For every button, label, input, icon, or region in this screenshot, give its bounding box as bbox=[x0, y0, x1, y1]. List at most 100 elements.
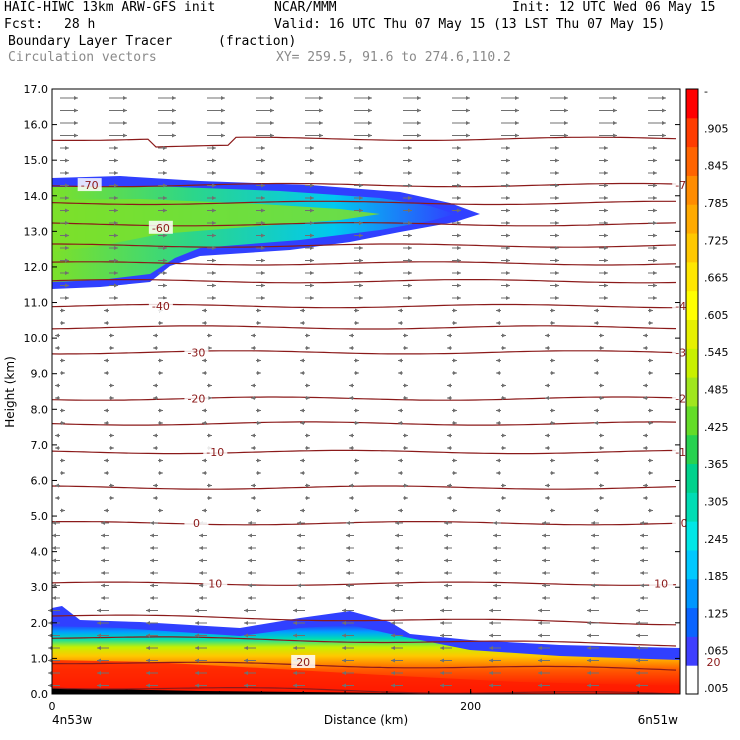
vector-arrowhead bbox=[359, 221, 363, 225]
vector-arrowhead bbox=[248, 533, 252, 538]
vector-arrowhead bbox=[404, 446, 408, 450]
vector-arrowhead bbox=[506, 246, 510, 250]
vector-arrowhead bbox=[545, 446, 549, 450]
vector-arrowhead bbox=[150, 571, 154, 575]
vector-arrowhead bbox=[61, 371, 65, 375]
vector-arrowhead bbox=[551, 508, 555, 513]
vector-arrowhead bbox=[61, 308, 65, 313]
vector-arrowhead bbox=[594, 508, 598, 513]
vector-arrowhead bbox=[417, 133, 421, 138]
x-tick-label: 0 bbox=[49, 700, 56, 713]
vector-arrowhead bbox=[555, 283, 559, 288]
vector-arrowhead bbox=[506, 283, 510, 288]
vector-arrowhead bbox=[640, 521, 644, 525]
vector-arrowhead bbox=[643, 346, 647, 350]
vector-arrowhead bbox=[440, 633, 444, 638]
vector-arrowhead bbox=[587, 608, 591, 613]
contour-line bbox=[51, 636, 677, 647]
vector-arrowhead bbox=[65, 158, 69, 163]
vector-arrowhead bbox=[594, 308, 598, 313]
vector-arrowhead bbox=[404, 396, 408, 400]
contour-label-bg bbox=[649, 576, 674, 590]
vector-arrowhead bbox=[163, 233, 167, 238]
vector-arrowhead bbox=[395, 521, 399, 525]
x-tick-label: 200 bbox=[460, 700, 481, 713]
contour-label: 0 bbox=[193, 517, 200, 530]
vector-arrowhead bbox=[146, 633, 150, 638]
vector-arrowhead bbox=[594, 371, 598, 375]
vector-arrowhead bbox=[496, 308, 500, 313]
vector-arrowhead bbox=[104, 308, 108, 313]
vector-arrowhead bbox=[447, 383, 451, 388]
vector-arrowhead bbox=[506, 196, 510, 200]
vector-arrowhead bbox=[104, 358, 108, 363]
vector-arrowhead bbox=[297, 521, 301, 525]
vector-arrowhead bbox=[591, 596, 595, 600]
vector-arrowhead bbox=[591, 533, 595, 538]
vector-arrowhead bbox=[212, 158, 216, 163]
vector-arrowhead bbox=[391, 608, 395, 613]
contour-label: 10 bbox=[654, 578, 668, 591]
vector-arrowhead bbox=[408, 233, 412, 238]
vector-arrowhead bbox=[195, 683, 199, 688]
vector-arrowhead bbox=[74, 121, 78, 125]
vector-arrowhead bbox=[457, 246, 461, 250]
vector-arrowhead bbox=[457, 258, 461, 263]
vector-arrowhead bbox=[146, 608, 150, 613]
vector-arrowhead bbox=[587, 633, 591, 638]
vector-arrowhead bbox=[48, 621, 52, 625]
vector-arrowhead bbox=[359, 283, 363, 288]
colorbar-label: .005 bbox=[704, 682, 729, 695]
vector-arrowhead bbox=[591, 558, 595, 563]
vector-arrowhead bbox=[261, 296, 265, 300]
vector-arrowhead bbox=[150, 533, 154, 538]
vector-arrowhead bbox=[346, 521, 350, 525]
contour-line bbox=[51, 614, 677, 626]
vector-arrowhead bbox=[391, 671, 395, 675]
vector-arrowhead bbox=[444, 571, 448, 575]
colorbar-label: .605 bbox=[704, 309, 729, 322]
vector-arrowhead bbox=[600, 496, 604, 500]
vector-arrowhead bbox=[195, 646, 199, 650]
vector-arrowhead bbox=[293, 608, 297, 613]
colorbar-label: .725 bbox=[704, 234, 729, 247]
contour-line bbox=[51, 350, 677, 355]
colorbar-swatch bbox=[686, 549, 698, 580]
vector-arrowhead bbox=[310, 146, 314, 150]
vector-arrowhead bbox=[502, 396, 506, 400]
vector-arrowhead bbox=[146, 621, 150, 625]
x-axis-label: Distance (km) bbox=[324, 713, 408, 727]
vector-arrowhead bbox=[587, 621, 591, 625]
vector-arrowhead bbox=[97, 621, 101, 625]
vector-arrowhead bbox=[643, 446, 647, 450]
vector-arrowhead bbox=[104, 458, 108, 463]
vector-arrowhead bbox=[310, 221, 314, 225]
vector-arrowhead bbox=[600, 446, 604, 450]
vector-arrowhead bbox=[212, 258, 216, 263]
vector-arrowhead bbox=[653, 271, 657, 275]
vector-arrowhead bbox=[221, 133, 225, 138]
vector-arrowhead bbox=[640, 546, 644, 550]
vector-arrowhead bbox=[251, 446, 255, 450]
vector-arrowhead bbox=[270, 133, 274, 138]
colorbar-swatch bbox=[686, 607, 698, 637]
vector-arrowhead bbox=[55, 333, 59, 338]
vector-arrowhead bbox=[163, 258, 167, 263]
vector-arrowhead bbox=[52, 533, 56, 538]
vector-arrowhead bbox=[65, 196, 69, 200]
vector-arrowhead bbox=[199, 571, 203, 575]
vector-arrowhead bbox=[195, 608, 199, 613]
contour-line bbox=[52, 661, 677, 671]
vector-arrowhead bbox=[417, 96, 421, 100]
contour-label: 20 bbox=[706, 656, 720, 669]
vector-arrowhead bbox=[244, 646, 248, 650]
vector-arrowhead bbox=[398, 358, 402, 363]
vector-arrowhead bbox=[97, 683, 101, 688]
vector-arrowhead bbox=[306, 433, 310, 438]
vector-arrowhead bbox=[564, 96, 568, 100]
contour-label: -60 bbox=[152, 222, 170, 235]
vector-arrowhead bbox=[649, 458, 653, 463]
vector-arrowhead bbox=[310, 271, 314, 275]
vector-arrowhead bbox=[163, 246, 167, 250]
vector-arrowhead bbox=[172, 121, 176, 125]
